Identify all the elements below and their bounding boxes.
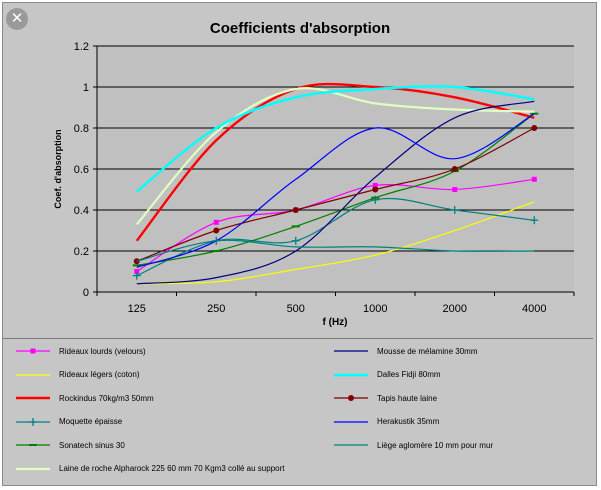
- legend-symbol: [334, 395, 368, 401]
- series-line: [135, 87, 535, 226]
- data-point: [531, 176, 537, 182]
- data-point: [451, 166, 458, 172]
- legend-symbol: [16, 396, 50, 400]
- legend-symbol: [334, 373, 368, 376]
- data-point: [531, 125, 538, 131]
- legend-label: Sonatech sinus 30: [59, 440, 125, 450]
- legend-item: Sonatech sinus 30: [15, 438, 125, 452]
- y-tick-label: 0.2: [74, 246, 89, 258]
- legend-item: Moquette épaisse: [15, 415, 122, 429]
- legend-label: Dalles Fidji 80mm: [377, 370, 441, 379]
- x-tick-label: 500: [287, 303, 305, 315]
- data-point: [292, 207, 299, 213]
- legend-item: Mousse de mélamine 30mm: [333, 344, 477, 358]
- y-axis-label: Coef. d'absorption: [53, 129, 63, 208]
- legend-item: Herakustik 35mm: [333, 415, 439, 429]
- series-line: [136, 85, 535, 193]
- y-tick-label: 0.4: [74, 205, 89, 217]
- legend: Rideaux lourds (velours) Rideaux légers (…: [3, 338, 593, 482]
- data-point: [372, 182, 378, 188]
- series-10: [136, 113, 535, 268]
- legend-label: Moquette épaisse: [59, 417, 123, 426]
- legend-item: Dalles Fidji 80mm: [333, 368, 441, 382]
- legend-symbol: [334, 444, 368, 446]
- x-tick-label: 4000: [522, 303, 546, 315]
- data-point: [213, 227, 220, 234]
- y-tick-label: 0: [83, 287, 89, 299]
- data-point: [134, 269, 140, 274]
- data-point: [372, 186, 379, 193]
- series-line: [136, 201, 535, 285]
- legend-item: Laine de roche Alpharock 225 60 mm 70 Kg…: [15, 462, 284, 476]
- series-line: [136, 239, 535, 262]
- y-tick-label: 0.6: [74, 164, 89, 176]
- legend-symbol: [334, 350, 368, 352]
- data-point: [213, 219, 219, 225]
- legend-label: Herakustik 35mm: [377, 417, 440, 426]
- x-tick-label: 2000: [443, 303, 467, 315]
- legend-label: Liège aglomère 10 mm pour mur: [377, 440, 494, 450]
- legend-label: Tapis haute laine: [377, 393, 438, 403]
- series-line: [136, 100, 535, 285]
- legend-symbol: [334, 420, 368, 423]
- x-axis-label: f (Hz): [323, 317, 348, 328]
- legend-symbol: [16, 444, 50, 446]
- series-2: [136, 201, 535, 285]
- legend-marker: [348, 395, 354, 401]
- close-button[interactable]: ✕: [6, 8, 28, 30]
- legend-item: Liège aglomère 10 mm pour mur: [333, 438, 493, 452]
- legend-label: Rideaux lourds (velours): [59, 346, 146, 356]
- legend-item: Tapis haute laine: [333, 391, 437, 405]
- legend-label: Rideaux légers (coton): [59, 370, 140, 379]
- y-tick-label: 0.8: [74, 123, 89, 135]
- legend-label: Mousse de mélamine 30mm: [377, 346, 478, 356]
- series-line: [136, 113, 535, 268]
- legend-label: Laine de roche Alpharock 225 60 mm 70 Kg…: [59, 464, 285, 473]
- series-7: [136, 100, 535, 285]
- legend-symbol: [16, 373, 50, 376]
- legend-symbol: [16, 467, 50, 470]
- legend-item: Rideaux légers (coton): [15, 368, 139, 382]
- series-9: [133, 125, 538, 265]
- y-tick-label: 1: [83, 82, 89, 94]
- x-tick-label: 125: [128, 303, 146, 315]
- series-3: [135, 82, 535, 242]
- series-line: [135, 82, 535, 242]
- legend-symbol: [16, 417, 50, 426]
- legend-marker: [30, 348, 36, 354]
- series-line: [136, 127, 535, 262]
- chart-title: Coefficients d'absorption: [210, 20, 390, 37]
- data-point: [452, 187, 458, 192]
- data-point: [133, 258, 140, 265]
- legend-symbol: [16, 348, 50, 354]
- legend-item: Rockindus 70kg/m3 50mm: [15, 391, 154, 405]
- series-6: [135, 87, 535, 226]
- y-tick-label: 1.2: [74, 41, 89, 53]
- close-icon: ✕: [10, 10, 24, 27]
- series-11: [136, 239, 535, 262]
- x-tick-label: 1000: [363, 303, 387, 315]
- x-tick-label: 250: [207, 303, 225, 315]
- legend-item: Rideaux lourds (velours): [15, 344, 146, 358]
- legend-label: Rockindus 70kg/m3 50mm: [59, 393, 154, 403]
- series-8: [136, 85, 535, 193]
